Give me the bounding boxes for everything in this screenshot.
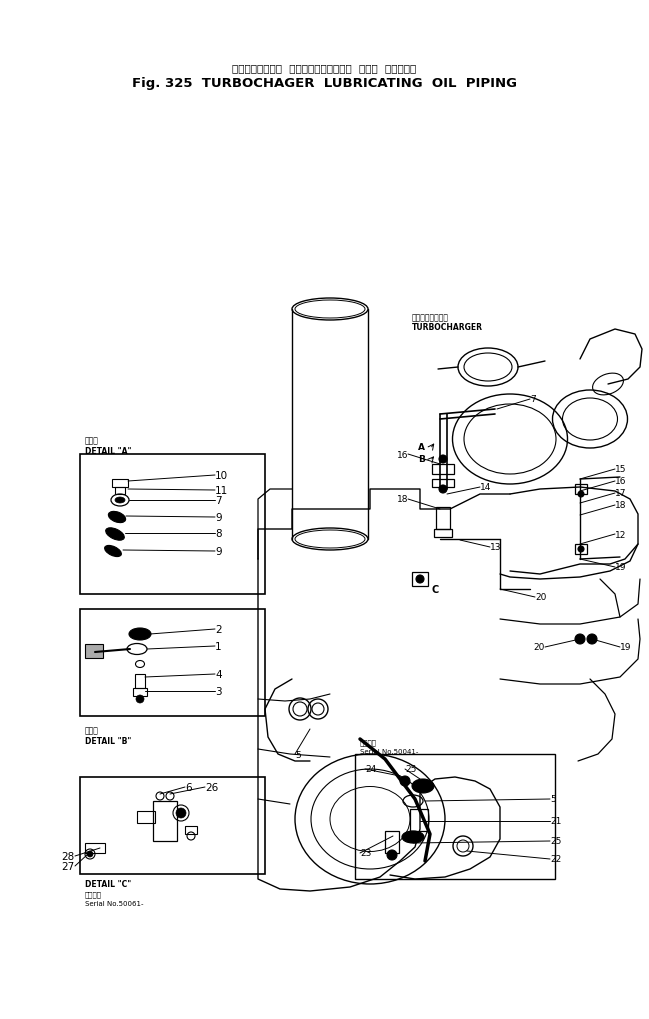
Text: 13: 13 <box>490 543 502 552</box>
Text: 2: 2 <box>215 625 221 635</box>
Circle shape <box>87 851 93 857</box>
Text: 19: 19 <box>615 562 626 572</box>
Text: 9: 9 <box>215 546 221 556</box>
Text: 12: 12 <box>615 530 626 539</box>
Text: 20: 20 <box>533 643 545 652</box>
Text: B: B <box>418 455 425 464</box>
Text: DETAIL "B": DETAIL "B" <box>85 736 131 745</box>
Bar <box>434 530 452 537</box>
Bar <box>133 688 147 696</box>
Text: 詳　細: 詳 細 <box>85 436 99 445</box>
Circle shape <box>439 485 447 493</box>
Text: TURBOCHARGER: TURBOCHARGER <box>412 323 483 332</box>
Bar <box>410 809 428 832</box>
Text: 27: 27 <box>62 861 75 871</box>
Text: Serial No.50061-: Serial No.50061- <box>85 900 143 906</box>
Text: ターボチャージャ  ルーブリケーティング  オイル  パイピング: ターボチャージャ ルーブリケーティング オイル パイピング <box>232 63 416 73</box>
Text: 4: 4 <box>215 669 221 680</box>
Circle shape <box>439 455 447 464</box>
Bar <box>80 609 265 716</box>
Circle shape <box>587 635 597 644</box>
Bar <box>153 801 177 841</box>
Text: DETAIL "A": DETAIL "A" <box>85 446 132 455</box>
Ellipse shape <box>402 832 424 843</box>
Text: 7: 7 <box>215 495 221 505</box>
Bar <box>112 480 128 487</box>
Text: 25: 25 <box>550 837 561 846</box>
Bar <box>135 675 145 688</box>
Text: 21: 21 <box>550 816 561 825</box>
Text: 5: 5 <box>295 750 300 759</box>
Text: 11: 11 <box>215 485 228 495</box>
Text: ターボチャージャ: ターボチャージャ <box>412 313 449 322</box>
Circle shape <box>136 695 144 703</box>
Text: 18: 18 <box>615 501 626 510</box>
Text: 3: 3 <box>215 687 221 696</box>
Text: 24: 24 <box>365 764 376 773</box>
Text: DETAIL "C": DETAIL "C" <box>85 879 131 889</box>
Circle shape <box>176 808 186 818</box>
Text: 8: 8 <box>215 529 221 538</box>
Bar <box>80 454 265 594</box>
Text: C: C <box>432 585 439 594</box>
Text: 20: 20 <box>535 593 546 602</box>
Ellipse shape <box>108 512 126 523</box>
Text: 1: 1 <box>215 641 221 651</box>
Text: 詳　細: 詳 細 <box>85 726 99 735</box>
Text: 9: 9 <box>215 513 221 523</box>
Text: 16: 16 <box>615 477 626 486</box>
Bar <box>115 487 125 494</box>
Text: 15: 15 <box>615 465 626 474</box>
Bar <box>575 484 587 494</box>
Text: 通番号番: 通番号番 <box>85 891 102 898</box>
Text: 7: 7 <box>530 395 536 405</box>
Circle shape <box>578 491 584 497</box>
Text: 28: 28 <box>62 851 75 861</box>
Bar <box>85 644 103 658</box>
Text: 17: 17 <box>615 489 626 498</box>
Circle shape <box>387 850 397 860</box>
Text: 5: 5 <box>550 795 556 804</box>
Ellipse shape <box>129 629 151 640</box>
Circle shape <box>575 635 585 644</box>
Ellipse shape <box>104 546 121 557</box>
Ellipse shape <box>412 780 434 793</box>
Text: 16: 16 <box>397 450 408 459</box>
Bar <box>432 480 454 487</box>
Bar <box>385 832 399 853</box>
Circle shape <box>416 576 424 584</box>
Text: 22: 22 <box>550 855 561 864</box>
Text: 6: 6 <box>185 783 191 792</box>
Text: 通番号番: 通番号番 <box>360 739 377 746</box>
Text: 26: 26 <box>205 783 218 792</box>
Text: Serial No.50041-: Serial No.50041- <box>360 748 419 754</box>
Text: 14: 14 <box>480 483 491 492</box>
Bar <box>137 811 155 823</box>
Text: 10: 10 <box>215 471 228 481</box>
Circle shape <box>400 776 410 787</box>
Bar <box>85 843 105 853</box>
Text: 19: 19 <box>620 643 631 652</box>
Bar <box>575 544 587 554</box>
Ellipse shape <box>115 497 125 503</box>
Bar <box>436 507 450 530</box>
Text: 25: 25 <box>405 764 417 773</box>
Bar <box>412 573 428 586</box>
Circle shape <box>578 546 584 552</box>
Text: 18: 18 <box>397 495 408 504</box>
Bar <box>185 826 197 835</box>
Text: Fig. 325  TURBOCHAGER  LUBRICATING  OIL  PIPING: Fig. 325 TURBOCHAGER LUBRICATING OIL PIP… <box>132 77 517 91</box>
Ellipse shape <box>106 528 125 541</box>
Bar <box>432 465 454 475</box>
Text: A: A <box>418 442 425 451</box>
Bar <box>355 754 555 879</box>
Text: 23: 23 <box>360 849 371 858</box>
Bar <box>80 777 265 874</box>
